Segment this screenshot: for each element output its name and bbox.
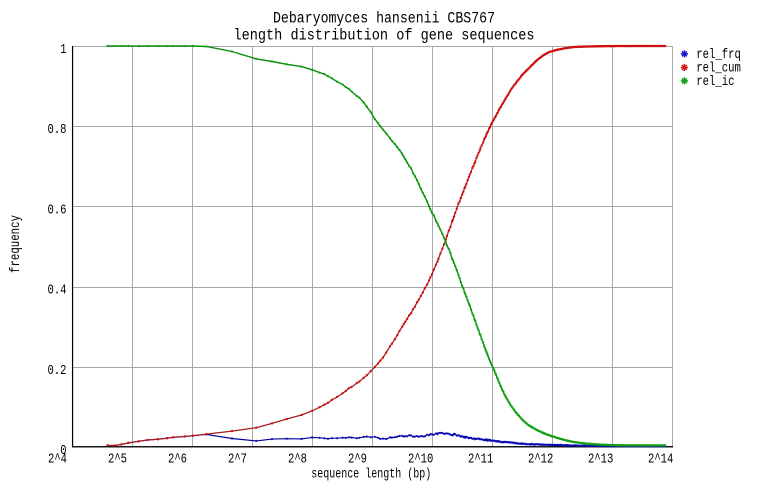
svg-text:rel_frq: rel_frq <box>696 47 741 63</box>
svg-text:frequency: frequency <box>8 215 24 273</box>
svg-text:0.4: 0.4 <box>48 283 67 299</box>
svg-text:0: 0 <box>60 443 66 459</box>
svg-text:2^7: 2^7 <box>228 451 247 467</box>
svg-text:2^5: 2^5 <box>108 451 127 467</box>
svg-text:2^8: 2^8 <box>288 451 307 467</box>
svg-text:2^12: 2^12 <box>528 451 553 467</box>
svg-text:2^14: 2^14 <box>648 451 673 467</box>
svg-text:2^10: 2^10 <box>408 451 433 467</box>
svg-text:1: 1 <box>60 42 66 58</box>
svg-text:0.8: 0.8 <box>48 122 67 138</box>
svg-text:2^6: 2^6 <box>168 451 187 467</box>
svg-text:Debaryomyces hansenii CBS767: Debaryomyces hansenii CBS767 <box>273 10 495 28</box>
svg-text:2^11: 2^11 <box>468 451 493 467</box>
svg-text:sequence length (bp): sequence length (bp) <box>311 467 431 483</box>
svg-text:rel_ic: rel_ic <box>696 74 734 90</box>
svg-text:length distribution of gene se: length distribution of gene sequences <box>234 27 535 45</box>
svg-text:2^9: 2^9 <box>348 451 367 467</box>
svg-text:0.2: 0.2 <box>48 363 67 379</box>
svg-text:rel_cum: rel_cum <box>696 61 741 77</box>
svg-text:2^13: 2^13 <box>588 451 613 467</box>
svg-text:0.6: 0.6 <box>48 202 67 218</box>
svg-text:2^4: 2^4 <box>48 451 67 467</box>
